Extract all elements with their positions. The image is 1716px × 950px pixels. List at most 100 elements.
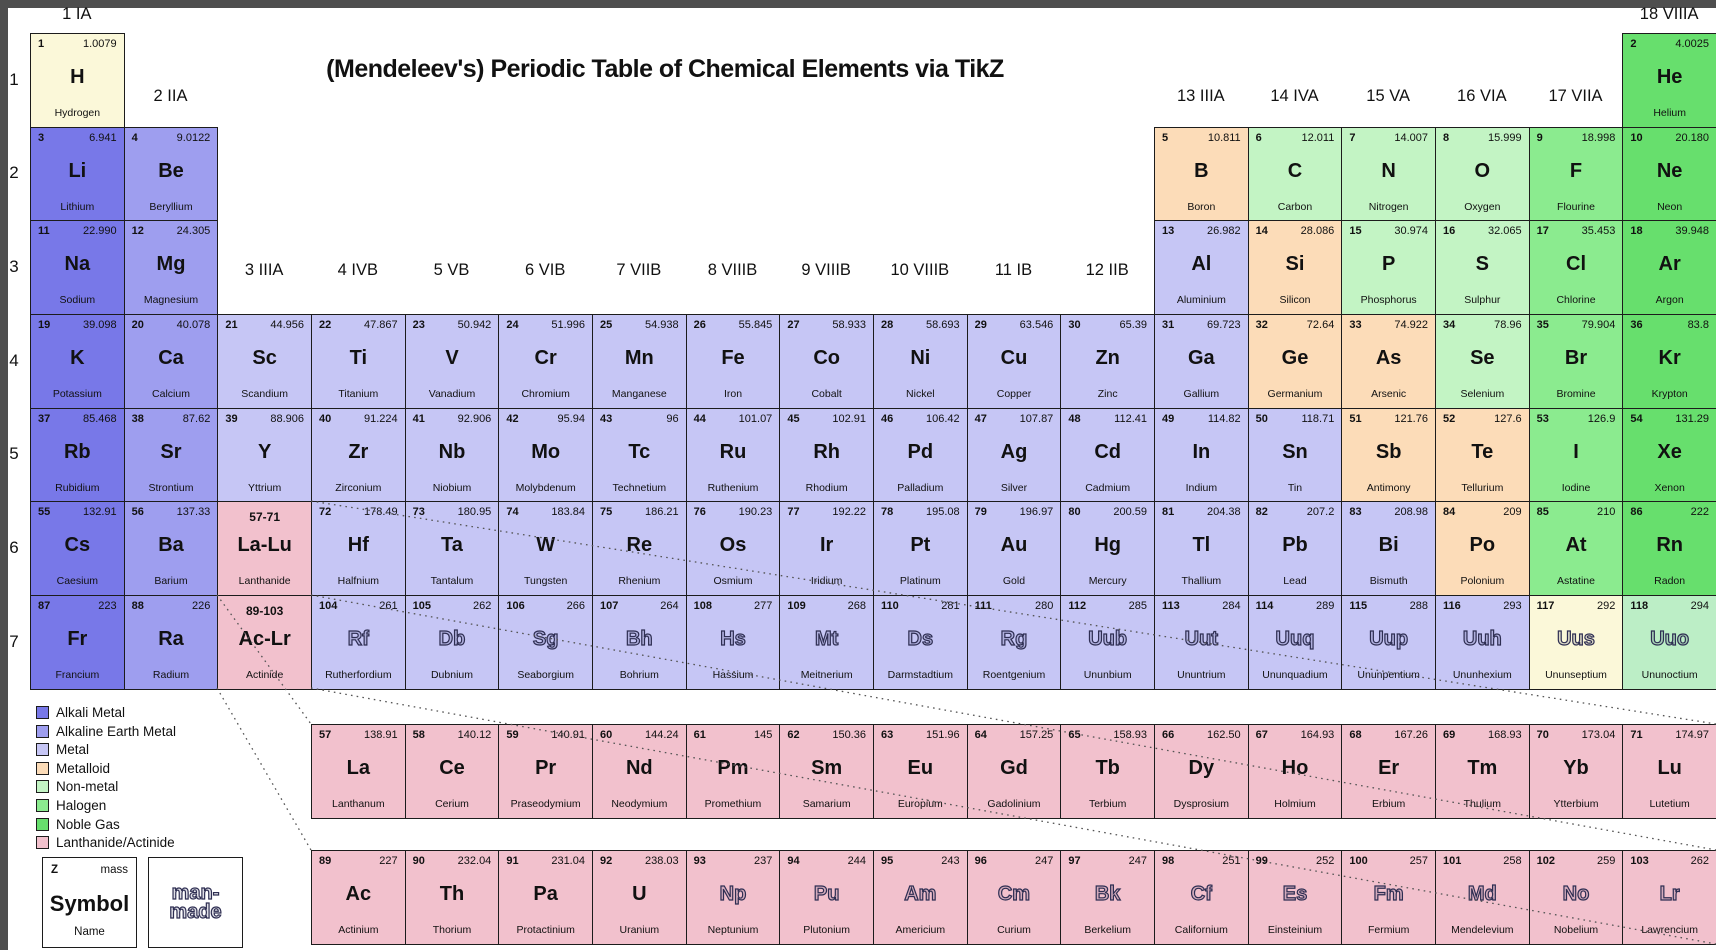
- atomic-mass: 131.29: [1675, 412, 1709, 425]
- atomic-mass: 132.91: [83, 506, 117, 519]
- element-cell-Na: 11 22.990 Na Sodium: [30, 220, 125, 315]
- atomic-mass: 24.305: [176, 225, 211, 238]
- group-label-7: 7 VIIB: [616, 261, 662, 279]
- element-name: Protactinium: [516, 924, 575, 937]
- atomic-mass: 174.97: [1675, 729, 1709, 741]
- element-name: Indium: [1185, 481, 1218, 494]
- element-symbol: Po: [1469, 534, 1496, 557]
- element-symbol: Si: [1285, 253, 1305, 276]
- atomic-mass: 58.693: [926, 318, 960, 331]
- element-symbol: Ac: [345, 883, 372, 905]
- element-symbol: Ar: [1658, 253, 1681, 276]
- element-cell-Co: 27 58.933 Co Cobalt: [779, 313, 874, 409]
- atomic-number: 37: [38, 412, 51, 425]
- atomic-number: 8: [1443, 131, 1450, 144]
- element-symbol: Ge: [1281, 346, 1309, 369]
- element-cell-Rn: 86 222 Rn Radon: [1622, 501, 1716, 596]
- element-symbol: Sb: [1375, 440, 1402, 463]
- atomic-mass: 167.26: [1394, 729, 1428, 741]
- legend-label: Metal: [56, 742, 90, 758]
- atomic-number: 35: [1536, 318, 1549, 331]
- element-symbol: No: [1562, 883, 1590, 905]
- atomic-number: 84: [1443, 506, 1456, 519]
- element-symbol: Bk: [1094, 883, 1121, 905]
- atomic-mass: 277: [753, 599, 773, 612]
- legend-label: Non-metal: [56, 779, 119, 795]
- element-symbol: Uub: [1088, 627, 1128, 650]
- atomic-number: 85: [1536, 506, 1549, 519]
- atomic-mass: 83.8: [1687, 318, 1709, 331]
- element-cell-Pt: 78 195.08 Pt Platinum: [873, 501, 968, 596]
- series-cell-actinide: 89-103 Ac-Lr Actinide: [217, 594, 312, 690]
- element-cell-H: 1 1.0079 H Hydrogen: [30, 33, 125, 128]
- atomic-number: 23: [412, 318, 425, 331]
- element-name: Bohrium: [619, 669, 659, 682]
- element-symbol: Cm: [997, 883, 1031, 905]
- atomic-mass: 88.906: [270, 412, 304, 425]
- element-name: Lead: [1283, 575, 1307, 588]
- atomic-mass: 183.84: [551, 506, 585, 519]
- actinide-cell-Cf: 98 251 Cf Californium: [1154, 850, 1249, 945]
- atomic-mass: 32.065: [1488, 225, 1522, 238]
- element-cell-Au: 79 196.97 Au Gold: [966, 501, 1062, 596]
- element-symbol: N: [1381, 159, 1396, 182]
- atomic-mass: 72.64: [1306, 318, 1335, 331]
- element-name: Sulphur: [1464, 294, 1501, 307]
- element-name: Chromium: [521, 388, 570, 401]
- atomic-number: 43: [600, 412, 613, 425]
- element-symbol: I: [1573, 440, 1579, 463]
- key-atomic-number-label: Z: [51, 864, 59, 876]
- atomic-number: 105: [412, 599, 432, 612]
- element-name: Niobium: [432, 481, 472, 494]
- atomic-number: 10: [1630, 131, 1643, 144]
- atomic-number: 57: [319, 729, 332, 741]
- element-cell-Db: 105 262 Db Dubnium: [404, 594, 500, 690]
- atomic-number: 48: [1068, 412, 1081, 425]
- element-name: Uranium: [619, 924, 660, 937]
- element-symbol: Tm: [1467, 757, 1498, 779]
- atomic-number: 13: [1162, 225, 1175, 238]
- atomic-mass: 208.98: [1394, 506, 1428, 519]
- element-name: Holmium: [1274, 798, 1316, 811]
- atomic-number: 114: [1255, 599, 1274, 612]
- legend-swatch-noble: [36, 817, 49, 831]
- element-symbol: Pa: [533, 883, 558, 905]
- element-name: Ununtrium: [1177, 669, 1226, 682]
- element-name: Ununhexium: [1452, 669, 1512, 682]
- group-label-10: 10 VIIIB: [890, 261, 950, 279]
- element-cell-Ne: 10 20.180 Ne Neon: [1622, 126, 1716, 222]
- atomic-mass: 138.91: [364, 729, 398, 741]
- element-symbol: Lu: [1657, 757, 1682, 779]
- element-symbol: Dy: [1188, 757, 1215, 779]
- element-cell-Re: 75 186.21 Re Rhenium: [592, 501, 687, 596]
- element-cell-Hs: 108 277 Hs Hassium: [685, 594, 781, 690]
- element-cell-Sn: 50 118.71 Sn Tin: [1247, 407, 1343, 503]
- atomic-number: 5: [1162, 131, 1169, 144]
- atomic-number: 3: [38, 131, 45, 144]
- atomic-number: 24: [506, 318, 519, 331]
- element-name: Americium: [895, 924, 946, 937]
- group-label-15: 15 VA: [1366, 87, 1411, 105]
- atomic-mass: 157.25: [1019, 729, 1054, 741]
- element-symbol: Er: [1378, 757, 1400, 779]
- actinide-cell-Th: 90 232.04 Th Thorium: [404, 850, 500, 945]
- atomic-mass: 12.011: [1301, 131, 1335, 144]
- element-cell-Ti: 22 47.867 Ti Titanium: [311, 313, 406, 409]
- actinide-cell-Md: 101 258 Md Mendelevium: [1435, 850, 1530, 945]
- atomic-number: 15: [1349, 225, 1362, 238]
- element-cell-Uup: 115 288 Uup Ununpentium: [1341, 594, 1436, 690]
- atomic-number: 107: [600, 599, 619, 612]
- element-symbol: Ca: [158, 346, 184, 369]
- atomic-mass: 54.938: [645, 318, 679, 331]
- lanthanide-cell-Eu: 63 151.96 Eu Europium: [873, 724, 968, 819]
- atomic-mass: 227: [379, 855, 398, 867]
- lanthanide-cell-Nd: 60 144.24 Nd Neodymium: [592, 724, 687, 819]
- atomic-mass: 266: [566, 599, 585, 612]
- atomic-mass: 78.96: [1494, 318, 1522, 331]
- key-symbol-label: Symbol: [49, 891, 130, 916]
- atomic-mass: 168.93: [1488, 729, 1522, 741]
- element-symbol: K: [70, 346, 85, 369]
- period-label-2: 2: [9, 163, 19, 183]
- element-name: Radon: [1654, 575, 1686, 588]
- atomic-number: 61: [693, 729, 706, 741]
